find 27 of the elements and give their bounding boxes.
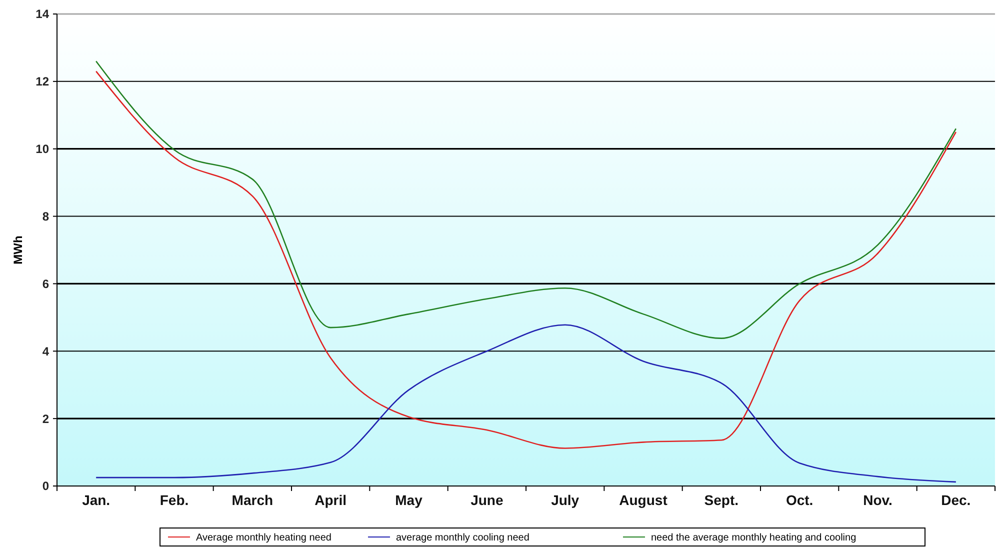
y-tick-label: 4 — [42, 344, 50, 358]
y-tick-label: 0 — [42, 479, 50, 494]
x-tick-label: March — [232, 492, 274, 508]
legend-label: Average monthly heating need — [196, 532, 332, 544]
y-tick-label: 12 — [36, 74, 50, 89]
x-tick-label: Sept. — [704, 492, 739, 508]
x-tick-label: April — [314, 492, 347, 508]
x-tick-label: Oct. — [786, 492, 814, 508]
y-tick-label: 14 — [36, 7, 50, 22]
y-axis-title: MWh — [11, 236, 25, 264]
legend-label: need the average monthly heating and cooling — [651, 532, 856, 544]
y-tick-label: 8 — [42, 209, 50, 224]
x-tick-label: Nov. — [863, 492, 892, 508]
y-tick-label: 6 — [42, 276, 50, 291]
y-tick-label: 2 — [42, 412, 50, 426]
line-series — [95, 70, 957, 449]
x-tick-label: May — [395, 492, 423, 508]
x-tick-label: Dec. — [941, 492, 971, 508]
x-tick-label: August — [619, 492, 668, 508]
x-tick-label: June — [470, 492, 504, 508]
line-series — [95, 60, 957, 339]
line-series — [95, 324, 957, 483]
legend-label: average monthly cooling need — [396, 532, 530, 544]
x-tick-label: Feb. — [160, 492, 189, 508]
x-tick-label: Jan. — [82, 492, 110, 508]
x-tick-label: July — [551, 492, 580, 508]
y-tick-label: 10 — [36, 142, 50, 156]
